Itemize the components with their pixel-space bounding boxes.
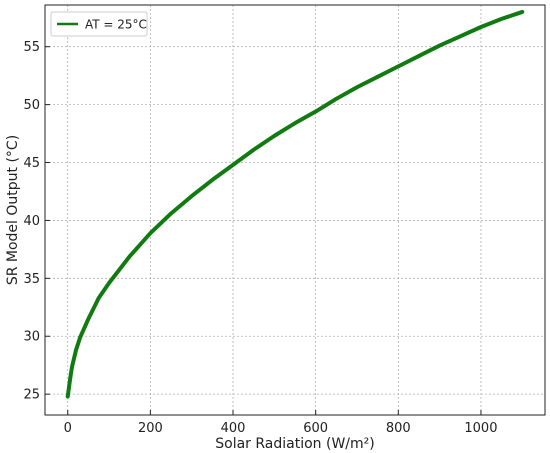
data-point (438, 43, 442, 48)
x-tick-label: 600 (303, 421, 328, 436)
y-tick-label: 45 (23, 156, 40, 171)
plot-area-frame (44, 4, 546, 416)
legend-box (50, 11, 148, 37)
data-point (500, 17, 504, 21)
grid-lines (45, 5, 545, 415)
data-point (70, 365, 74, 370)
data-point (148, 231, 152, 235)
data-point (355, 85, 359, 89)
data-point (520, 10, 524, 14)
data-point (190, 194, 194, 198)
data-point (252, 148, 256, 152)
y-tick-label: 55 (23, 40, 40, 55)
data-point (86, 317, 90, 321)
data-point (293, 121, 297, 125)
legend-entry-label: AT = 25°C (85, 18, 147, 32)
x-tick-label: 1000 (464, 421, 497, 436)
data-point (169, 211, 173, 216)
data-point (74, 348, 78, 352)
x-axis-label: Solar Radiation (W/m²) (215, 436, 374, 452)
x-tick-label: 200 (138, 421, 163, 436)
data-point (78, 335, 82, 339)
x-tick-label: 0 (64, 421, 72, 436)
series-line (65, 9, 525, 399)
data-point (68, 379, 72, 384)
y-tick-label: 50 (23, 98, 40, 113)
data-point (396, 64, 400, 68)
data-point (376, 75, 380, 79)
data-point (417, 54, 421, 58)
data-point (97, 296, 101, 300)
data-point (128, 254, 132, 258)
x-tick-label: 800 (386, 421, 411, 436)
y-tick-label: 35 (23, 272, 40, 287)
data-point (314, 109, 318, 114)
data-point (231, 163, 235, 167)
data-point (66, 394, 70, 399)
data-point (272, 134, 276, 138)
x-tick-label: 400 (221, 421, 246, 436)
legend: AT = 25°C (50, 11, 148, 37)
data-point (458, 34, 462, 38)
y-tick-label: 25 (23, 388, 40, 403)
data-point (479, 25, 483, 29)
y-tick-label: 40 (23, 214, 40, 229)
axis-ticks: 0 200 400 600 800 1000 25 30 35 40 45 50 55 (23, 40, 497, 436)
y-axis-label: SR Model Output (°C) (5, 135, 21, 285)
data-point (334, 97, 338, 101)
data-point (107, 281, 111, 285)
data-point (210, 178, 214, 182)
series-layer (65, 9, 525, 399)
y-tick-label: 30 (23, 330, 40, 345)
